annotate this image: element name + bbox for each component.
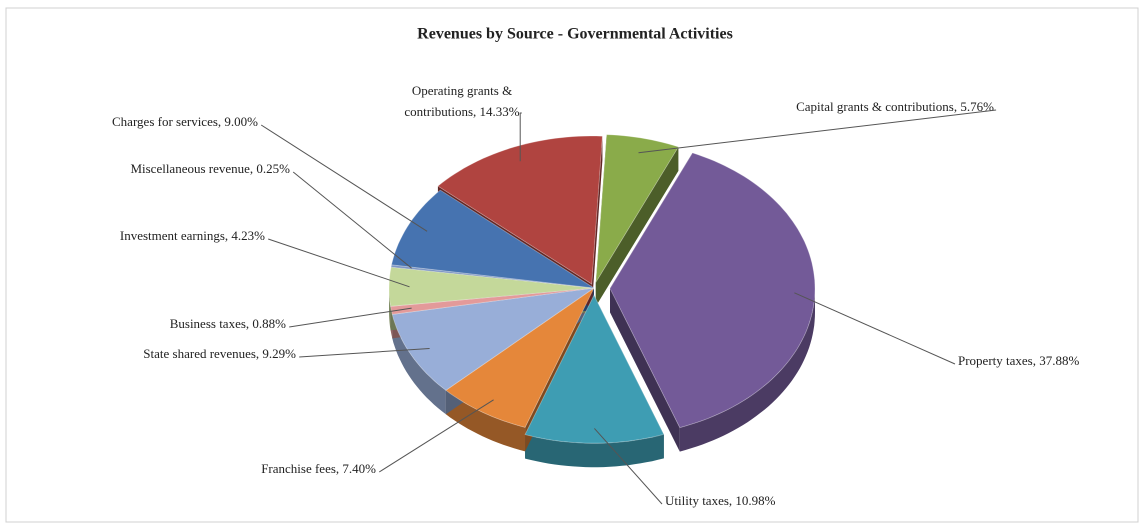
slice <box>390 287 595 315</box>
data-label: Property taxes, 37.88% <box>958 353 1079 368</box>
label-line: contributions, 14.33% <box>404 104 519 119</box>
slice <box>524 294 665 444</box>
slice-wall <box>525 434 664 468</box>
leader-line <box>794 292 956 365</box>
data-label: Charges for services, 9.00% <box>112 114 258 129</box>
leader-line <box>378 399 494 473</box>
label-line: Operating grants & <box>412 83 512 98</box>
slice <box>388 266 595 307</box>
leader-line <box>519 112 522 162</box>
slice <box>609 152 816 429</box>
slice-face <box>591 136 603 308</box>
pie-labels: Capital grants & contributions, 5.76% Pro… <box>112 83 1079 508</box>
pie-tops <box>388 134 816 444</box>
slice <box>595 134 680 283</box>
leader-line <box>638 109 997 154</box>
data-label: Miscellaneous revenue, 0.25% <box>130 161 290 176</box>
slice-wall <box>389 288 391 331</box>
slice-wall <box>679 288 815 452</box>
slice <box>437 135 603 285</box>
slice-face <box>595 146 679 307</box>
leader-line <box>292 171 412 269</box>
slice-wall <box>392 314 446 415</box>
leader-line <box>299 348 430 358</box>
chart-title: Revenues by Source - Governmental Activi… <box>417 26 733 43</box>
slice <box>391 287 595 391</box>
leader-line <box>260 124 428 232</box>
label-line: Capital grants & contributions, 5.76% <box>796 99 994 114</box>
slice-face <box>610 288 680 452</box>
data-label: Utility taxes, 10.98% <box>665 493 776 508</box>
data-label: Operating grants & contributions, 14.33% <box>404 83 519 119</box>
data-label: Investment earnings, 4.23% <box>120 228 265 243</box>
data-label: Business taxes, 0.88% <box>170 316 286 331</box>
slice <box>445 286 596 428</box>
data-label: Franchise fees, 7.40% <box>261 461 376 476</box>
data-label: State shared revenues, 9.29% <box>143 346 296 361</box>
slice-wall <box>445 390 526 452</box>
leader-line <box>289 307 412 328</box>
leader-line <box>594 428 663 505</box>
leader-line <box>268 238 410 288</box>
data-label: Capital grants & contributions, 5.76% <box>796 99 994 114</box>
